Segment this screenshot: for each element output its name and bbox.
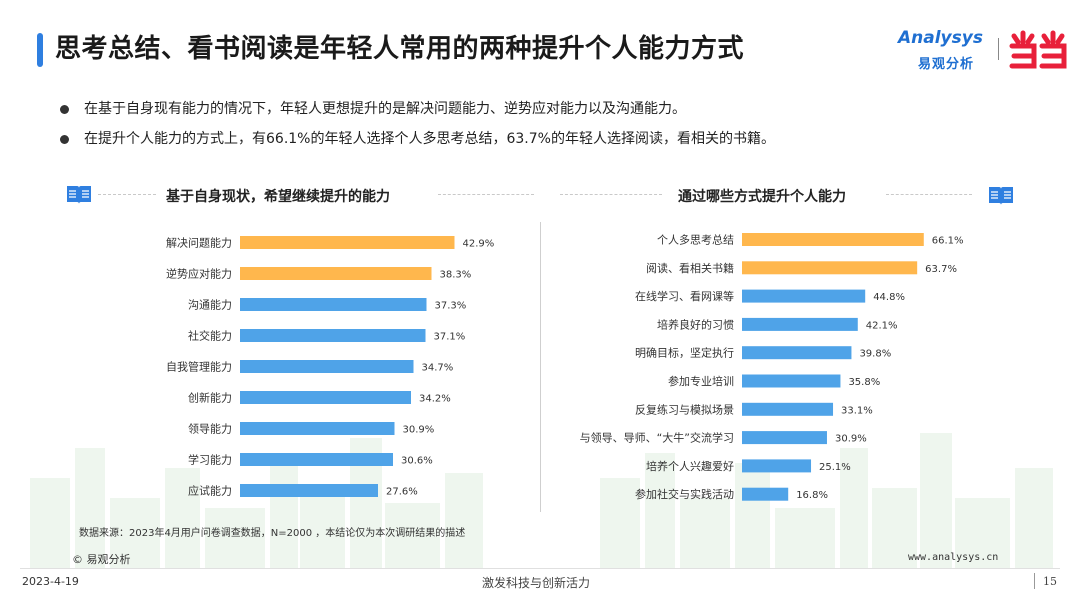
analysys-logo: Analysys 易观分析: [898, 28, 990, 74]
bullet-item: 在基于自身现有能力的情况下，年轻人更想提升的是解决问题能力、逆势应对能力以及沟通…: [60, 98, 775, 128]
value-label: 63.7%: [925, 264, 957, 275]
left-bar-chart: 解决问题能力 42.9% 逆势应对能力 38.3% 沟通能力 37.3% 社交能力 37.1%…: [166, 236, 495, 498]
logo-chinese: 易观分析: [918, 57, 975, 72]
bar: [240, 391, 411, 404]
right-chart-title: 通过哪些方式提升个人能力: [678, 189, 846, 205]
value-label: 66.1%: [932, 236, 964, 247]
bar: [742, 431, 827, 445]
bar: [742, 487, 789, 501]
bar: [240, 484, 378, 497]
copyright: © 易观分析: [72, 553, 131, 566]
website-url: www.analysys.cn: [908, 552, 999, 563]
bar: [240, 360, 414, 373]
bar: [742, 233, 924, 246]
category-label: 参加专业培训: [668, 374, 734, 388]
category-label: 个人多思考总结: [657, 233, 734, 247]
bar: [240, 267, 432, 280]
value-label: 25.1%: [819, 462, 851, 473]
category-label: 逆势应对能力: [166, 267, 232, 281]
right-bar-chart: 个人多思考总结 66.1% 阅读、看相关书籍 63.7% 在线学习、看网课等 44.8% 培…: [580, 233, 964, 502]
value-label: 30.9%: [403, 425, 435, 436]
category-label: 社交能力: [188, 329, 232, 343]
page-number: 15: [1043, 575, 1057, 588]
category-label: 阅读、看相关书籍: [646, 261, 734, 275]
value-label: 34.7%: [422, 363, 454, 374]
footer-slogan: 激发科技与创新活力: [482, 576, 591, 590]
logo-english: Analysys: [898, 28, 983, 48]
category-label: 解决问题能力: [166, 236, 232, 250]
category-label: 沟通能力: [188, 298, 232, 312]
book-icon: [989, 187, 1013, 205]
bar: [240, 453, 393, 466]
bar: [742, 374, 841, 388]
category-label: 学习能力: [188, 453, 232, 467]
value-label: 30.6%: [401, 456, 433, 467]
page-title: 思考总结、看书阅读是年轻人常用的两种提升个人能力方式: [55, 34, 745, 64]
city-skyline-background: [30, 433, 1053, 568]
category-label: 明确目标，坚定执行: [635, 346, 734, 360]
bar: [240, 329, 426, 342]
value-label: 42.1%: [866, 320, 898, 331]
value-label: 44.8%: [873, 292, 905, 303]
category-label: 领导能力: [188, 422, 232, 436]
page-separator: [1034, 573, 1035, 589]
bar: [742, 317, 858, 331]
header-divider: [886, 194, 972, 195]
category-label: 培养良好的习惯: [657, 317, 734, 331]
value-label: 33.1%: [841, 405, 873, 416]
bar: [240, 298, 427, 311]
value-label: 30.9%: [835, 434, 867, 445]
bar: [240, 236, 455, 249]
logo-separator: [998, 38, 999, 60]
header-divider: [98, 194, 156, 195]
value-label: 37.1%: [434, 332, 466, 343]
bar: [742, 459, 812, 473]
bar: [742, 402, 834, 416]
value-label: 39.8%: [859, 349, 891, 360]
category-label: 反复练习与模拟场景: [635, 402, 734, 416]
bullet-item: 在提升个人能力的方式上，有66.1%的年轻人选择个人多思考总结，63.7%的年轻…: [60, 128, 775, 158]
book-icon: [67, 186, 91, 204]
left-chart-title: 基于自身现状，希望继续提升的能力: [166, 189, 390, 205]
category-label: 创新能力: [188, 391, 232, 405]
bar: [742, 289, 866, 303]
category-label: 参加社交与实践活动: [635, 487, 734, 501]
bar: [742, 346, 852, 360]
value-label: 16.8%: [796, 490, 828, 501]
chart-divider: [540, 222, 541, 512]
category-label: 自我管理能力: [166, 360, 232, 374]
report-date: 2023-4-19: [22, 575, 79, 588]
category-label: 与领导、导师、“大牛”交流学习: [580, 431, 734, 445]
bar: [240, 422, 395, 435]
footer-divider: [20, 568, 1060, 569]
header-divider: [560, 194, 662, 195]
title-accent-bar: [37, 33, 43, 67]
header-divider: [438, 194, 534, 195]
value-label: 38.3%: [440, 270, 472, 281]
summary-bullets: 在基于自身现有能力的情况下，年轻人更想提升的是解决问题能力、逆势应对能力以及沟通…: [60, 98, 775, 158]
value-label: 37.3%: [435, 301, 467, 312]
category-label: 培养个人兴趣爱好: [646, 459, 734, 473]
category-label: 应试能力: [188, 484, 232, 498]
value-label: 42.9%: [463, 239, 495, 250]
category-label: 在线学习、看网课等: [635, 289, 734, 303]
bar: [742, 261, 918, 275]
data-source-note: 数据来源：2023年4月用户问卷调查数据，N=2000 ，本结论仅为本次调研结果…: [79, 528, 466, 539]
value-label: 34.2%: [419, 394, 451, 405]
dangdang-logo: [1009, 30, 1067, 69]
value-label: 27.6%: [386, 487, 418, 498]
value-label: 35.8%: [848, 377, 880, 388]
